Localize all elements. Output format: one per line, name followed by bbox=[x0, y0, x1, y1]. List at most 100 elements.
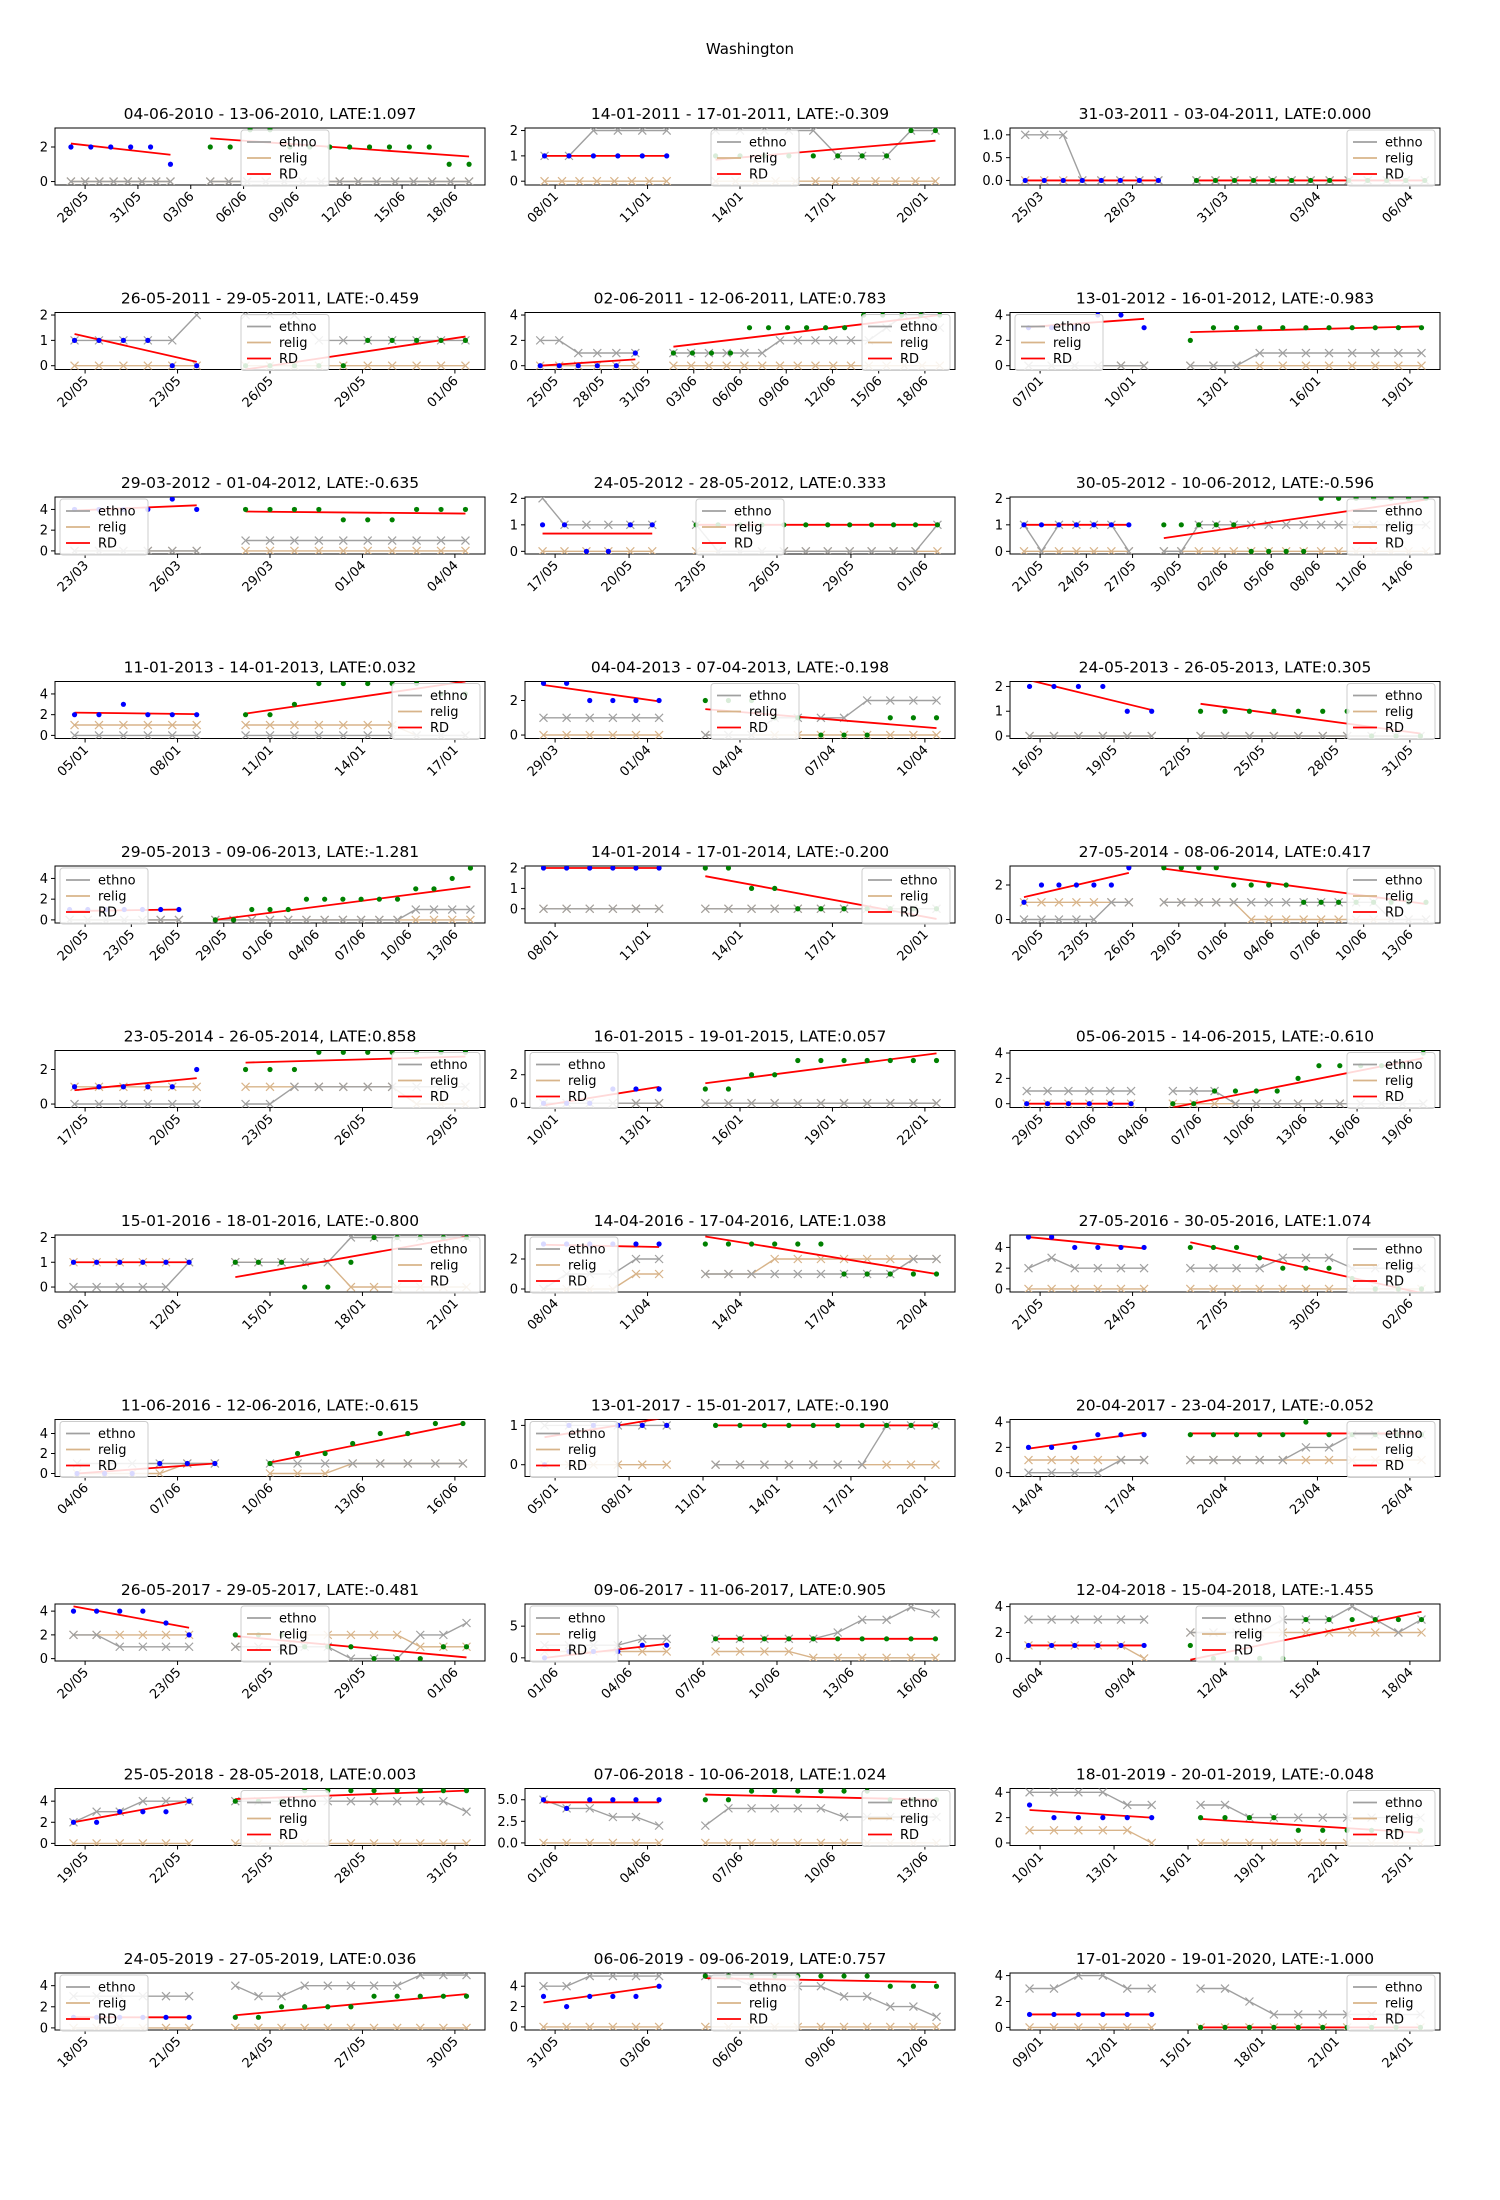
point-before bbox=[1100, 2011, 1106, 2018]
legend-label-rd: RD bbox=[1385, 1275, 1404, 1290]
x-tick-label: 18/01 bbox=[1232, 2034, 1269, 2071]
panel-title: 29-03-2012 - 01-04-2012, LATE:-0.635 bbox=[121, 474, 419, 492]
point-after bbox=[818, 1788, 824, 1794]
panel-13: 29-05-2013 - 09-06-2013, LATE:-1.2810242… bbox=[40, 843, 486, 964]
ethno-marker bbox=[1196, 1984, 1205, 1993]
relig-marker bbox=[290, 720, 299, 730]
rd-line-before bbox=[74, 1077, 197, 1092]
y-tick-label: 0 bbox=[510, 359, 518, 374]
legend-label-ethno: ethno bbox=[430, 1243, 468, 1258]
legend-label-relig: relig bbox=[568, 1628, 597, 1643]
point-after bbox=[371, 1788, 377, 1794]
point-after bbox=[232, 1259, 238, 1265]
y-tick-label: 2 bbox=[995, 879, 1003, 894]
relig-marker bbox=[143, 720, 153, 730]
panel-title: 15-01-2016 - 18-01-2016, LATE:-0.800 bbox=[121, 1212, 419, 1230]
x-tick-label: 15/01 bbox=[1158, 2034, 1195, 2071]
panel-17: 16-01-2015 - 19-01-2015, LATE:0.0570210/… bbox=[510, 1028, 956, 1149]
x-tick-label: 18/06 bbox=[425, 189, 462, 226]
point-after bbox=[1246, 1815, 1253, 1821]
point-after bbox=[748, 1241, 755, 1247]
relig-marker bbox=[585, 730, 595, 739]
panel-11: 04-04-2013 - 07-04-2013, LATE:-0.1980229… bbox=[510, 659, 956, 780]
ethno-marker bbox=[69, 1630, 78, 1640]
relig-marker bbox=[1417, 361, 1426, 370]
legend-box bbox=[1346, 498, 1436, 556]
point-after bbox=[267, 1066, 273, 1073]
ethno-marker bbox=[230, 1642, 240, 1652]
point-before bbox=[71, 712, 78, 718]
x-tick-label: 28/05 bbox=[55, 189, 92, 226]
relig-marker bbox=[1417, 1628, 1426, 1637]
x-tick-label: 08/06 bbox=[1287, 558, 1324, 595]
x-tick-label: 27/05 bbox=[332, 2034, 369, 2071]
panel-title: 17-01-2020 - 19-01-2020, LATE:-1.000 bbox=[1076, 1950, 1374, 1968]
legend-label-relig: relig bbox=[900, 336, 929, 351]
point-after bbox=[291, 1066, 298, 1073]
axes-frame bbox=[1009, 1050, 1441, 1108]
panel-8: 24-05-2012 - 28-05-2012, LATE:0.33301217… bbox=[510, 474, 956, 595]
relig-marker bbox=[793, 1254, 803, 1264]
relig-marker bbox=[540, 176, 549, 185]
legend-label-ethno: ethno bbox=[98, 1427, 136, 1442]
point-before bbox=[1118, 312, 1124, 318]
point-after bbox=[883, 1636, 890, 1642]
x-tick-label: 17/01 bbox=[802, 189, 839, 226]
point-after bbox=[772, 1241, 778, 1247]
ethno-marker bbox=[613, 128, 623, 135]
point-after bbox=[1320, 2024, 1326, 2030]
point-after bbox=[761, 1422, 768, 1428]
point-before bbox=[1041, 177, 1047, 184]
ethno-marker bbox=[1116, 361, 1126, 370]
relig-marker bbox=[906, 1653, 916, 1661]
x-tick-label: 19/06 bbox=[1380, 1112, 1417, 1149]
point-before bbox=[1072, 1444, 1078, 1450]
x-tick-label: 09/06 bbox=[266, 189, 303, 226]
relig-marker bbox=[608, 1838, 618, 1846]
ethno-line-before bbox=[543, 1799, 660, 1827]
x-tick-label: 20/05 bbox=[55, 1665, 92, 1702]
ethno-marker bbox=[1278, 348, 1288, 358]
legend-label-relig: relig bbox=[98, 1997, 127, 2012]
legend-label-ethno: ethno bbox=[98, 1981, 136, 1996]
ethno-marker bbox=[862, 696, 872, 705]
y-tick-label: 2 bbox=[40, 309, 48, 324]
relig-marker bbox=[1229, 546, 1239, 554]
point-before bbox=[1025, 1642, 1032, 1649]
legend-label-rd: RD bbox=[1234, 1644, 1253, 1659]
point-before bbox=[656, 1797, 662, 1803]
relig-marker bbox=[1116, 1284, 1126, 1292]
x-tick-label: 10/04 bbox=[895, 743, 932, 780]
point-before bbox=[117, 1809, 123, 1815]
relig-marker bbox=[539, 730, 548, 739]
ethno-marker bbox=[1301, 1442, 1311, 1452]
relig-marker bbox=[1139, 1284, 1149, 1292]
point-before bbox=[1026, 1802, 1033, 1808]
point-after bbox=[365, 517, 371, 523]
ethno-marker bbox=[811, 335, 820, 345]
legend-box bbox=[1346, 683, 1436, 740]
relig-marker bbox=[932, 730, 941, 739]
ethno-marker bbox=[1220, 1984, 1230, 1993]
point-before bbox=[1051, 683, 1057, 690]
ethno-marker bbox=[277, 1991, 286, 2001]
x-tick-label: 10/06 bbox=[747, 1665, 784, 1702]
ethno-marker bbox=[631, 1973, 641, 1981]
legend-label-relig: relig bbox=[749, 152, 778, 167]
ethno-line-before bbox=[1028, 1459, 1145, 1474]
ethno-marker bbox=[1093, 1615, 1103, 1624]
point-before bbox=[1100, 1815, 1106, 1821]
ethno-marker bbox=[1231, 1099, 1240, 1108]
point-before bbox=[1136, 177, 1142, 184]
point-after bbox=[712, 1636, 719, 1642]
relig-marker bbox=[816, 1838, 826, 1846]
x-tick-label: 12/06 bbox=[319, 189, 356, 226]
x-tick-label: 29/03 bbox=[240, 558, 277, 595]
relig-marker bbox=[885, 2022, 895, 2030]
x-tick-label: 01/04 bbox=[332, 558, 369, 595]
relig-marker bbox=[1209, 1284, 1218, 1292]
